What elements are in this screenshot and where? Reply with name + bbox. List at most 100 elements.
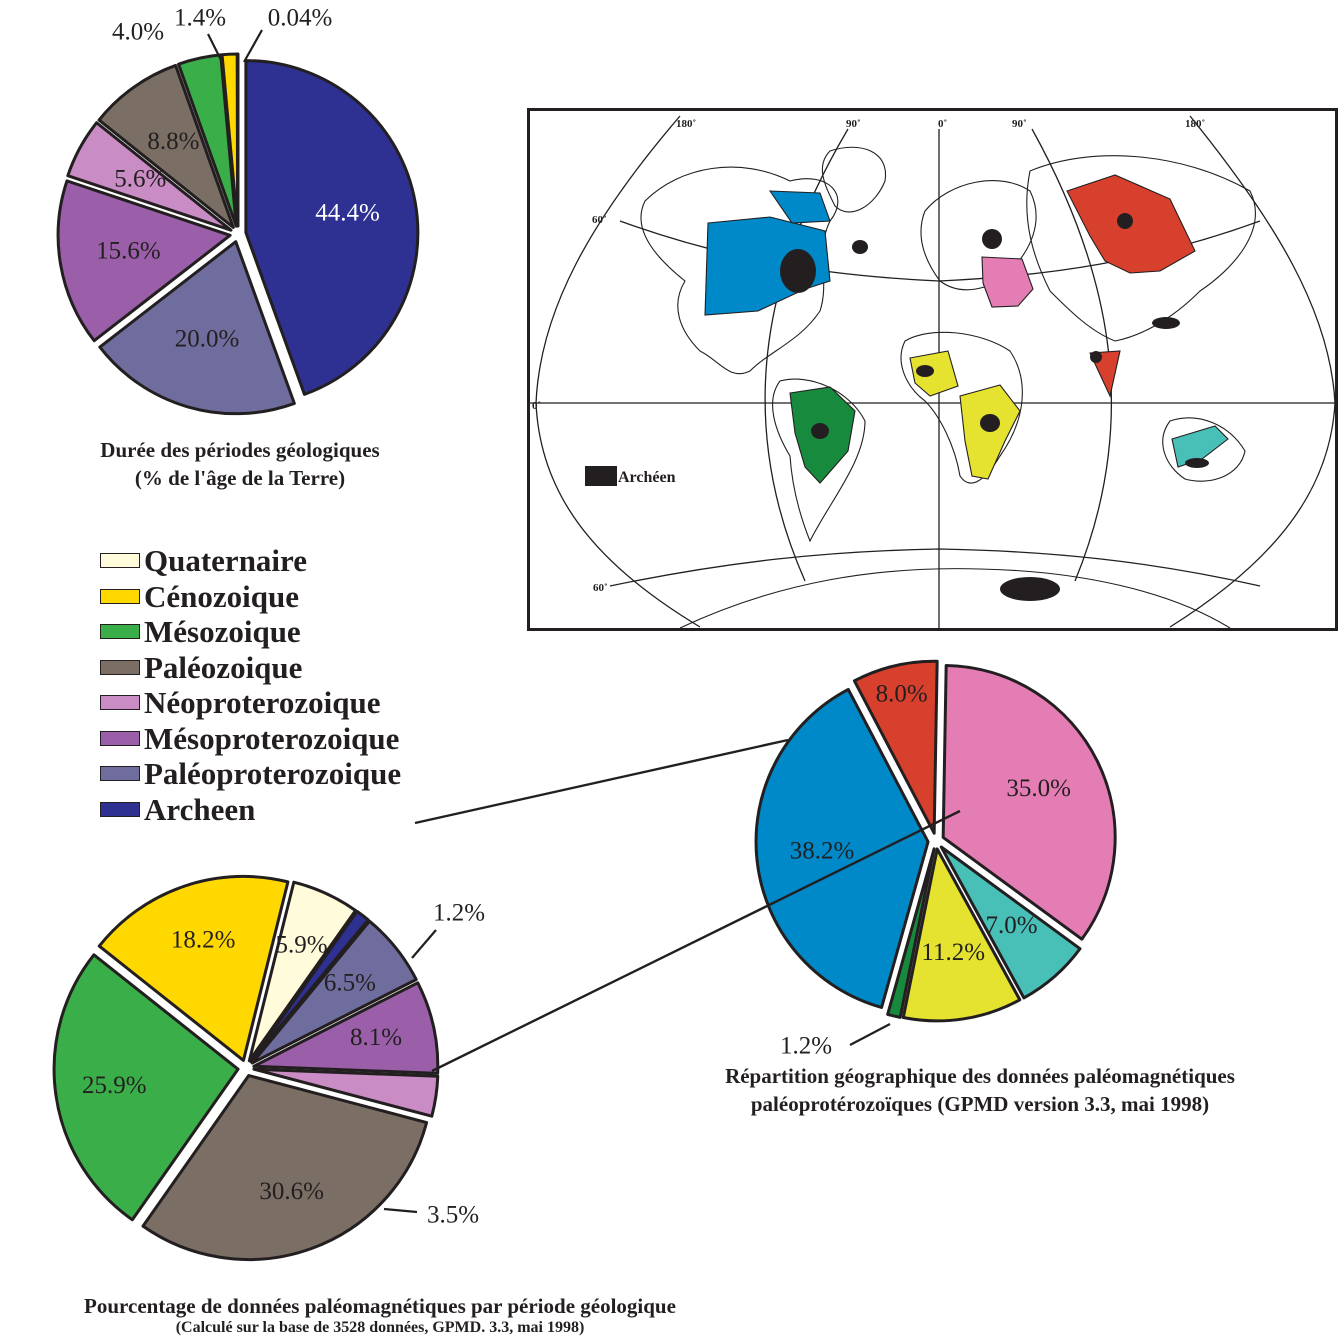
legend-item: Paléoproterozoique xyxy=(100,756,401,792)
archean-china xyxy=(1152,317,1180,329)
pie-slice xyxy=(754,687,930,1009)
antarctica-outline xyxy=(679,568,1231,628)
legend-label: Archeen xyxy=(144,791,256,827)
pie-slice-label: 7.0% xyxy=(986,912,1038,939)
duration-caption-line2: (% de l'âge de la Terre) xyxy=(134,466,346,490)
pie-slice-label: 8.1% xyxy=(350,1024,402,1051)
pie-slice xyxy=(941,663,1117,941)
pie-slice-label: 15.6% xyxy=(96,237,161,264)
pie-slice-label: 5.9% xyxy=(275,932,327,959)
lon-label-0: 0˚ xyxy=(938,118,947,130)
lat-label-60n: 60˚ xyxy=(592,214,607,226)
pie-slice-label: 4.0% xyxy=(112,19,164,46)
lat-label-60s: 60˚ xyxy=(593,582,608,594)
legend-swatch xyxy=(100,801,140,817)
legend-label: Mésoproterozoique xyxy=(144,720,400,756)
legend-label: Paléozoique xyxy=(144,649,303,685)
lon-label-180e: 180˚ xyxy=(1185,118,1205,130)
pie-slice-label: 11.2% xyxy=(921,939,985,966)
legend-item: Paléozoique xyxy=(100,650,401,686)
pie-slice xyxy=(244,59,420,396)
pie-slice xyxy=(98,240,296,416)
leader-line xyxy=(207,33,223,63)
pie-slice xyxy=(56,179,232,343)
archean-australia xyxy=(1185,458,1209,468)
data-percentage-pie: 5.9% 1.2% 6.5% 8.1% 3.5% 30.6% 25.9% 18.2% xyxy=(52,874,485,1262)
period-legend: Quaternaire Cénozoique Mésozoique Paléoz… xyxy=(100,543,401,827)
pie-slice xyxy=(886,847,936,1019)
leader-line xyxy=(243,29,263,63)
pie-slice-label: 44.4% xyxy=(315,200,380,227)
world-map: 180˚ 90˚ 0˚ 90˚ 180˚ 60˚ 0˚ 60˚ Archéen xyxy=(530,115,1335,628)
lon-label-180w: 180˚ xyxy=(676,118,696,130)
leader-line xyxy=(383,1207,418,1214)
data-caption-line1: Pourcentage de données paléomagnétiques … xyxy=(84,1294,676,1318)
pie-slice-label: 30.6% xyxy=(259,1178,324,1205)
legend-item: Mésoproterozoique xyxy=(100,721,401,757)
pie-slice xyxy=(250,919,418,1065)
geographic-distribution-pie: 35.0% 7.0%11.2% 1.2% 38.2% 8.0% xyxy=(754,659,1117,1060)
world-map-panel: 180˚ 90˚ 0˚ 90˚ 180˚ 60˚ 0˚ 60˚ Archéen xyxy=(527,108,1338,631)
geo-caption-line2: paléoprotérozoïques (GPMD version 3.3, m… xyxy=(750,1092,1210,1116)
connector-line-top xyxy=(414,738,789,825)
pie-slice-label: 5.6% xyxy=(114,166,166,193)
pie-slice xyxy=(252,1067,440,1118)
archean-baltic xyxy=(982,229,1002,249)
legend-swatch xyxy=(100,730,140,746)
legend-item: Mésozoique xyxy=(100,614,401,650)
pie-slice-label: 25.9% xyxy=(82,1072,147,1099)
duration-pie: 44.4% 20.0% 15.6% 5.6% 8.8% 4.0% 1.4% 0.04% xyxy=(56,5,420,416)
archean-india xyxy=(1090,351,1102,363)
map-outer-boundary-right xyxy=(1169,115,1335,628)
pie-slice-label: 38.2% xyxy=(790,838,855,865)
archean-legend-label: Archéen xyxy=(618,469,676,486)
pie-slice xyxy=(52,953,240,1222)
pie-connector-lines xyxy=(414,738,961,1073)
duration-pie-caption: Durée des périodes géologiques (% de l'â… xyxy=(40,436,440,492)
archean-siberia xyxy=(1117,213,1133,229)
legend-label: Néoproterozoique xyxy=(144,685,381,721)
pie-slice xyxy=(141,1074,429,1262)
pie-slice xyxy=(66,121,233,232)
geo-pie-caption: Répartition géographique des données pal… xyxy=(620,1062,1340,1118)
pie-slice-label: 35.0% xyxy=(1006,775,1071,802)
pie-slice-label: 1.4% xyxy=(174,5,226,32)
legend-item: Quaternaire xyxy=(100,543,401,579)
pie-slice xyxy=(901,847,1022,1023)
south-america-outline xyxy=(772,378,866,543)
legend-label: Quaternaire xyxy=(144,543,308,579)
legend-label: Cénozoique xyxy=(144,578,299,614)
legend-label: Paléoproterozoique xyxy=(144,756,402,792)
pie-slice xyxy=(97,63,235,229)
map-outer-boundary-left xyxy=(535,115,701,628)
geo-caption-line1: Répartition géographique des données pal… xyxy=(725,1064,1235,1088)
parallel-60s xyxy=(609,548,1261,587)
archean-antarctica xyxy=(1000,577,1060,601)
archean-legend-swatch xyxy=(585,466,617,486)
region-australia xyxy=(1171,425,1229,468)
map-labels: 180˚ 90˚ 0˚ 90˚ 180˚ 60˚ 0˚ 60˚ xyxy=(532,118,1205,594)
pie-slice-label: 1.2% xyxy=(780,1033,832,1060)
pie-slice-label: 8.8% xyxy=(147,128,199,155)
pie-slice xyxy=(247,880,358,1063)
pie-slice-label: 3.5% xyxy=(427,1202,479,1229)
map-graticule xyxy=(530,115,1335,628)
pie-slice xyxy=(97,874,290,1062)
lat-label-0: 0˚ xyxy=(532,400,541,412)
meridian-90e xyxy=(1031,128,1113,582)
archean-greenland xyxy=(852,240,868,254)
region-greenland xyxy=(768,190,831,224)
duration-caption-line1: Durée des périodes géologiques xyxy=(100,438,380,462)
pie-slice-label: 20.0% xyxy=(175,326,240,353)
pie-slice-label: 18.2% xyxy=(171,927,236,954)
lon-label-90e: 90˚ xyxy=(1012,118,1027,130)
archean-brazil xyxy=(811,423,829,439)
legend-label: Mésozoique xyxy=(144,614,301,650)
region-europe xyxy=(981,256,1034,308)
connector-line-bottom xyxy=(431,809,961,1073)
region-west-africa xyxy=(909,350,959,397)
australia-outline xyxy=(1162,417,1246,482)
pie-slice-label: 1.2% xyxy=(433,900,485,927)
north-america-outline xyxy=(640,166,839,375)
